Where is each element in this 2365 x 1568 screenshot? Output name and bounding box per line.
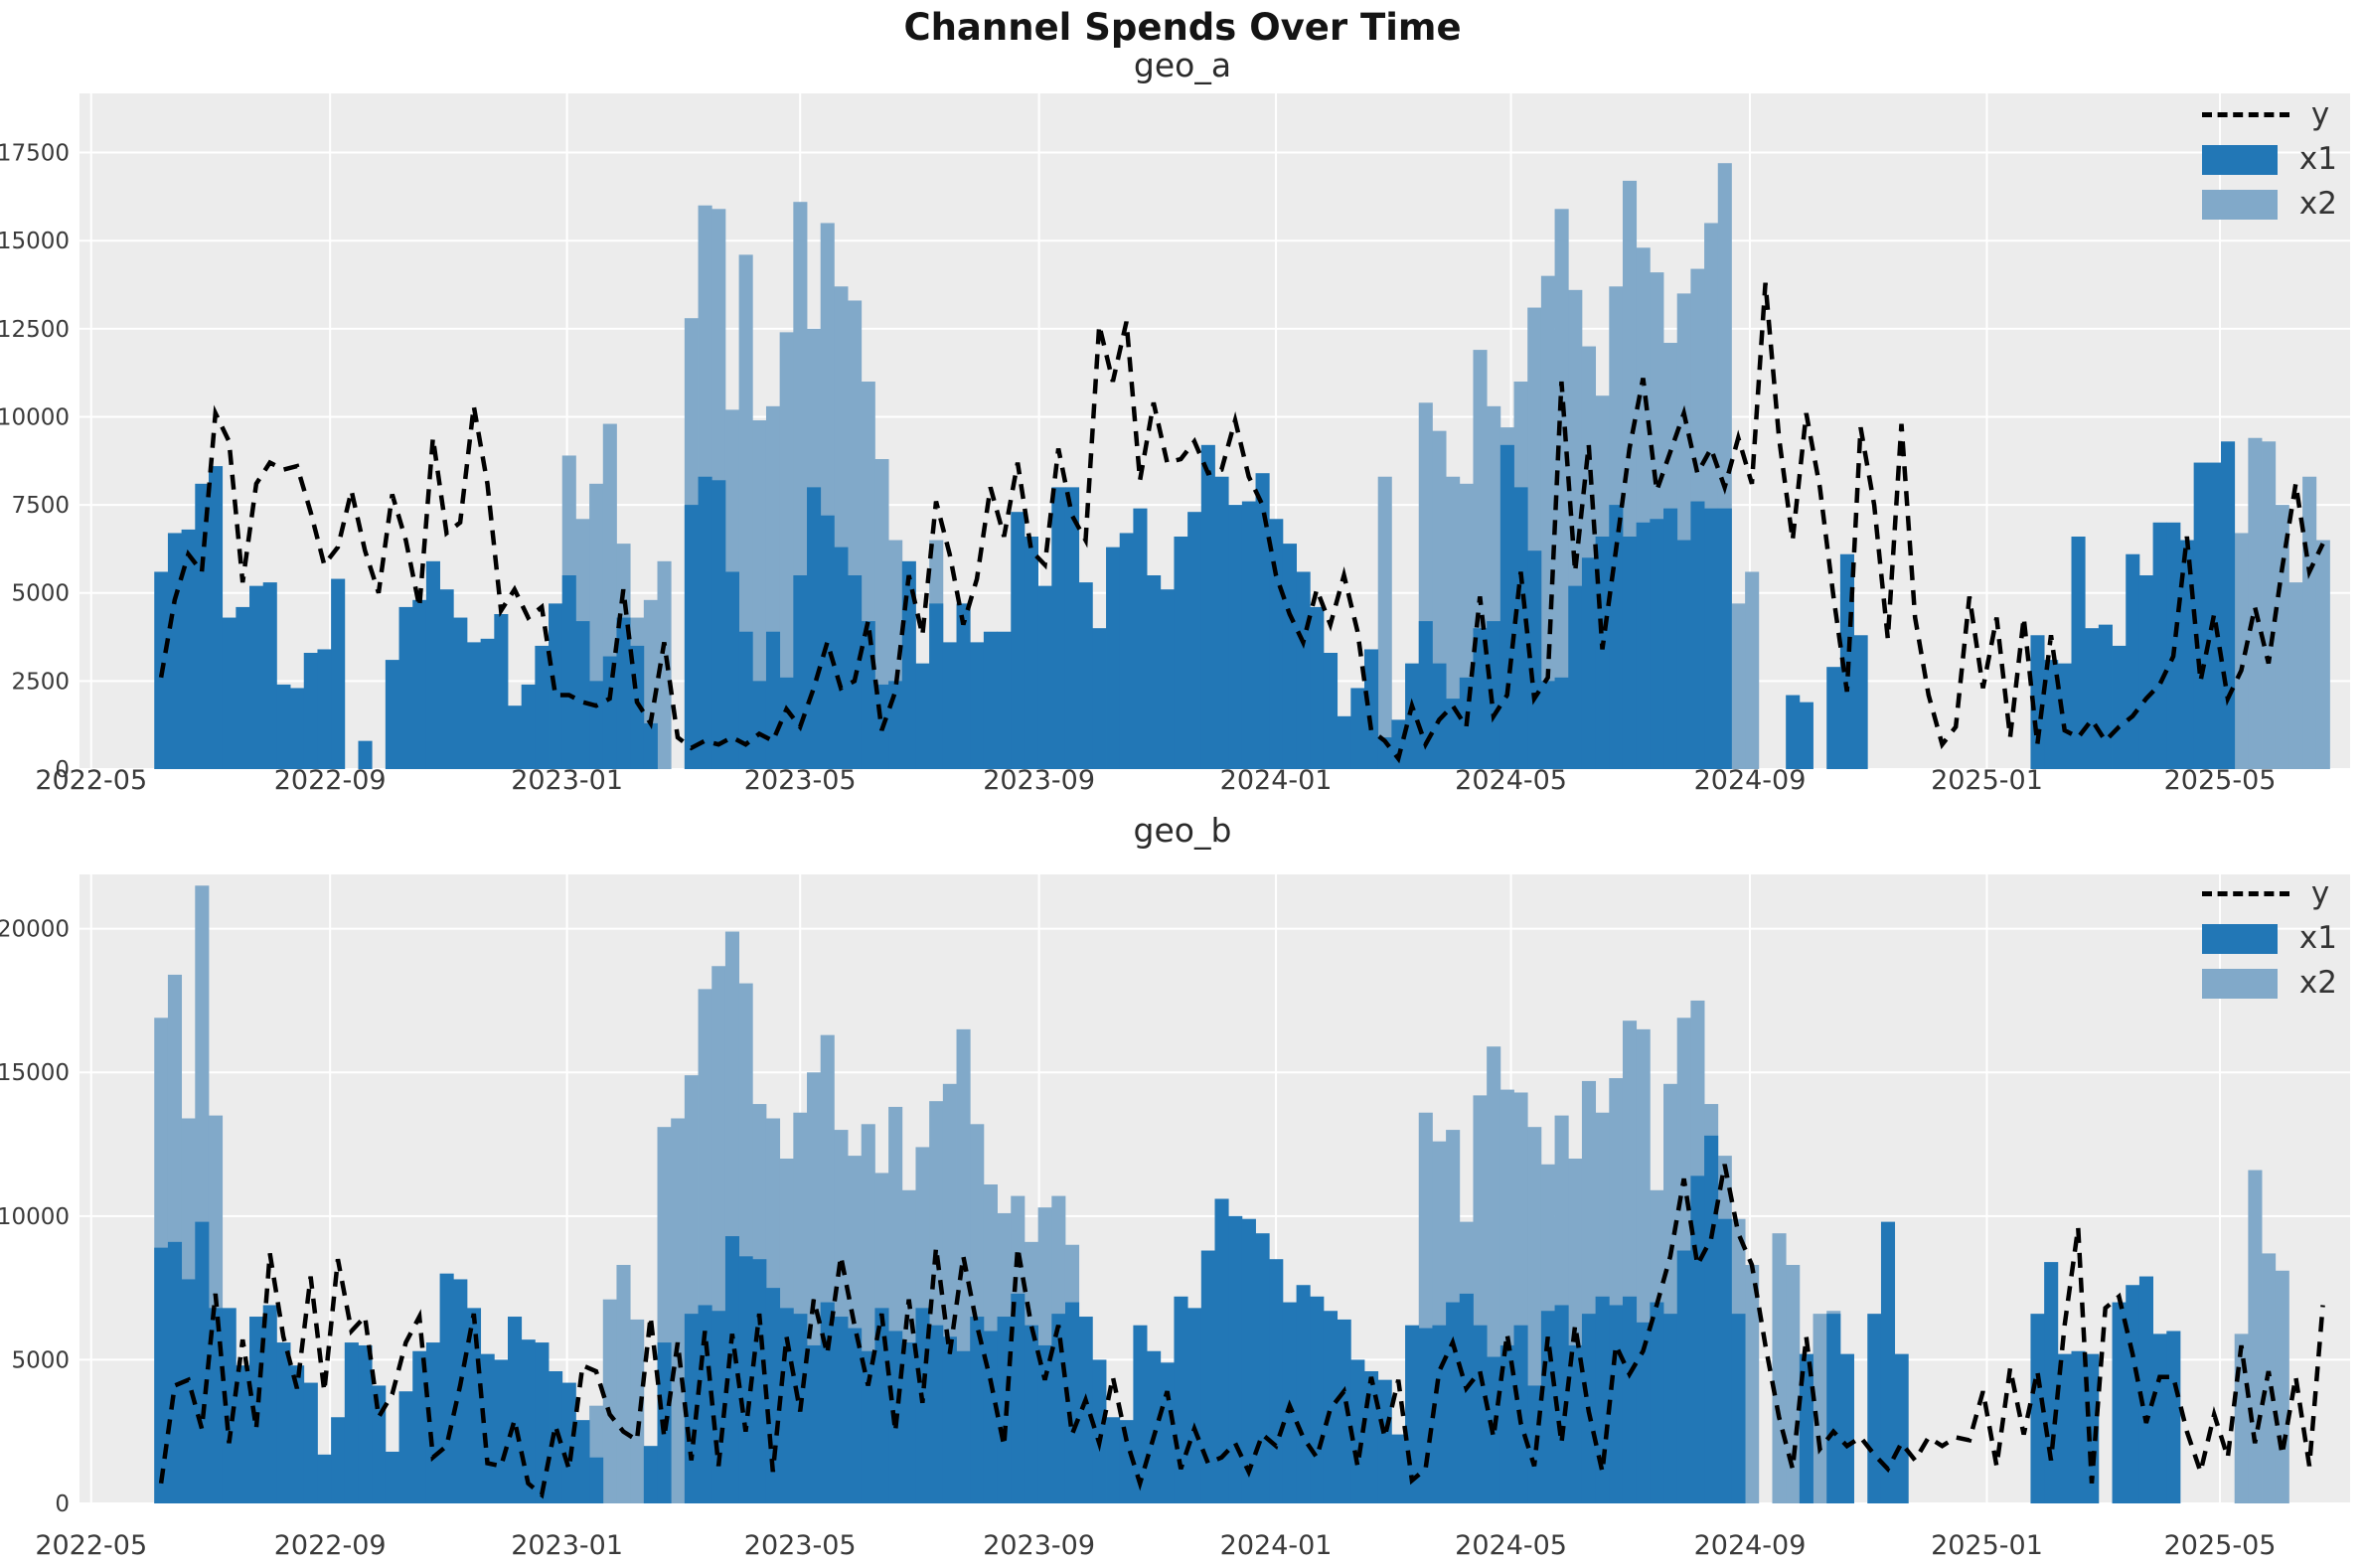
legend-item-x2: x2: [2201, 186, 2337, 222]
legend-label-x2: x2: [2298, 965, 2337, 1001]
legend-label-y: y: [2310, 875, 2330, 911]
chart-geo-a: 0 2500 5000 7500 10000 12500 15000 17500 2022-05…: [0, 93, 2350, 796]
y-dashed-line-sample-icon: [2201, 112, 2289, 117]
svg-text:2022-09: 2022-09: [274, 1530, 387, 1561]
svg-text:2023-09: 2023-09: [983, 1530, 1095, 1561]
y-axis-labels-geo_a: 0 2500 5000 7500 10000 12500 15000 17500: [0, 141, 70, 783]
legend-geo-a: y x1 x2: [2201, 96, 2337, 222]
subplot-title-geo-a: geo_a: [1133, 46, 1232, 84]
svg-text:2024-01: 2024-01: [1220, 1530, 1333, 1561]
svg-text:12500: 12500: [0, 317, 70, 343]
legend-item-x1: x1: [2201, 141, 2337, 177]
svg-text:7500: 7500: [11, 493, 70, 519]
svg-text:20000: 20000: [0, 917, 70, 943]
svg-text:17500: 17500: [0, 141, 70, 167]
svg-text:2022-05: 2022-05: [35, 1530, 147, 1561]
svg-text:2022-09: 2022-09: [274, 765, 387, 796]
legend-item-x2: x2: [2201, 965, 2337, 1001]
chart-geo-b: 0 5000 10000 15000 20000 2022-05 2022-09 2023-0…: [0, 874, 2350, 1561]
svg-text:2022-05: 2022-05: [35, 765, 147, 796]
svg-text:0: 0: [55, 757, 70, 783]
svg-text:15000: 15000: [0, 229, 70, 254]
legend-item-y: y: [2201, 96, 2337, 132]
bars-x1-geo_a: [154, 441, 2236, 769]
svg-text:2024-05: 2024-05: [1455, 1530, 1567, 1561]
x-axis-labels-geo_b: 2022-05 2022-09 2023-01 2023-05 2023-09 2024-…: [35, 1530, 2276, 1561]
y-line-geo_b: [158, 1164, 2325, 1499]
svg-text:2024-01: 2024-01: [1220, 765, 1333, 796]
x-axis-labels-geo_a: 2022-05 2022-09 2023-01 2023-05 2023-09 2024-…: [35, 765, 2276, 796]
legend-label-y: y: [2310, 96, 2330, 132]
figure-title: Channel Spends Over Time: [903, 6, 1462, 49]
bars-x1-geo_b: [154, 1135, 2181, 1503]
svg-text:2023-01: 2023-01: [511, 765, 623, 796]
svg-text:2023-05: 2023-05: [744, 1530, 857, 1561]
svg-text:2025-05: 2025-05: [2164, 1530, 2277, 1561]
legend-geo-b: y x1 x2: [2201, 875, 2337, 1001]
svg-text:10000: 10000: [0, 1204, 70, 1230]
svg-text:10000: 10000: [0, 404, 70, 430]
svg-text:2025-05: 2025-05: [2164, 765, 2277, 796]
svg-text:2025-01: 2025-01: [1931, 765, 2043, 796]
svg-text:2024-09: 2024-09: [1694, 765, 1807, 796]
svg-text:2023-09: 2023-09: [983, 765, 1095, 796]
svg-text:5000: 5000: [11, 581, 70, 607]
legend-label-x1: x1: [2298, 920, 2337, 956]
svg-text:2023-05: 2023-05: [744, 765, 857, 796]
svg-text:2023-01: 2023-01: [511, 1530, 623, 1561]
y-dashed-line-sample-icon: [2201, 891, 2289, 896]
legend-item-y: y: [2201, 875, 2337, 911]
subplot-title-geo-b: geo_b: [1133, 811, 1232, 850]
legend-label-x1: x1: [2298, 141, 2337, 177]
svg-text:0: 0: [55, 1491, 70, 1517]
y-axis-labels-geo_b: 0 5000 10000 15000 20000: [0, 917, 70, 1517]
svg-text:2024-05: 2024-05: [1455, 765, 1567, 796]
x1-swatch-icon: [2201, 144, 2278, 175]
legend-item-x1: x1: [2201, 920, 2337, 956]
y-line-geo_a: [158, 282, 2325, 764]
svg-text:2500: 2500: [11, 669, 70, 695]
x1-swatch-icon: [2201, 923, 2278, 954]
svg-text:5000: 5000: [11, 1347, 70, 1373]
x2-swatch-icon: [2201, 968, 2278, 999]
svg-text:2024-09: 2024-09: [1694, 1530, 1807, 1561]
svg-text:2025-01: 2025-01: [1931, 1530, 2043, 1561]
x2-swatch-icon: [2201, 189, 2278, 220]
svg-text:15000: 15000: [0, 1060, 70, 1086]
legend-label-x2: x2: [2298, 186, 2337, 222]
